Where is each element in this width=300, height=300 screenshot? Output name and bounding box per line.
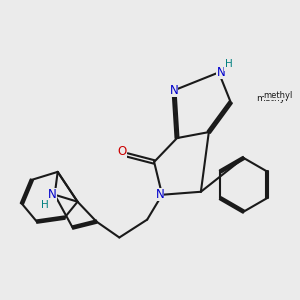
Text: methyl: methyl	[256, 94, 288, 103]
Text: N: N	[216, 66, 225, 79]
Text: H: H	[41, 200, 49, 210]
Text: H: H	[225, 59, 232, 70]
Text: N: N	[48, 188, 57, 201]
Text: O: O	[118, 146, 127, 158]
Text: N: N	[156, 188, 164, 201]
Text: N: N	[169, 84, 178, 97]
Text: methyl: methyl	[263, 91, 293, 100]
